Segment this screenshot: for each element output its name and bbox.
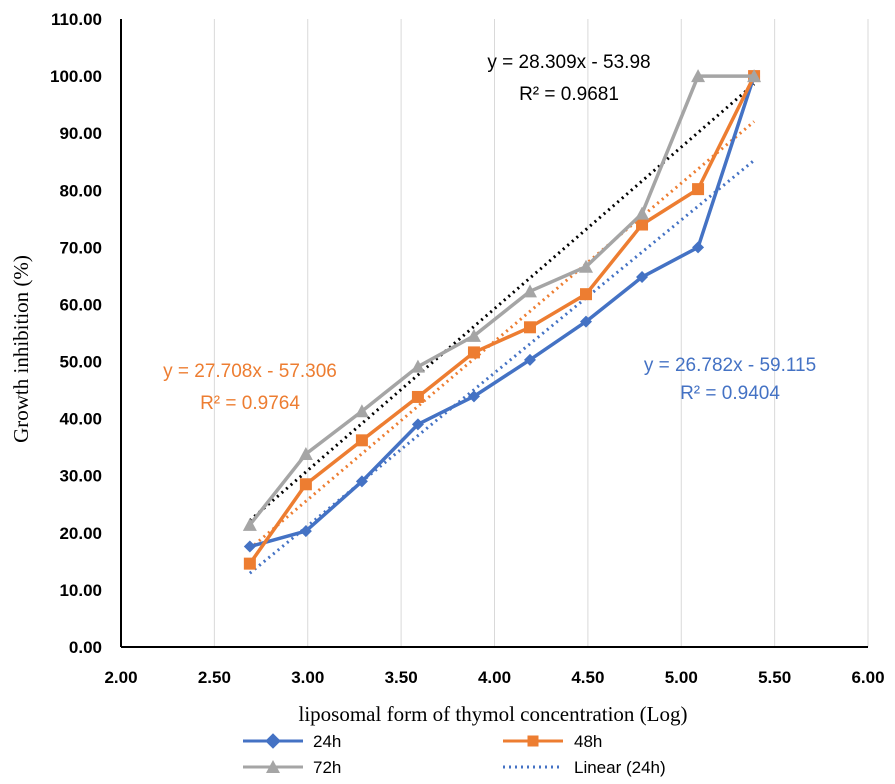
x-tick-label: 4.00	[478, 668, 511, 687]
data-point-72h	[354, 404, 369, 418]
data-point-72h	[691, 69, 706, 83]
data-point-48h	[467, 346, 480, 359]
y-tick-label: 90.00	[59, 124, 102, 143]
data-point-72h	[242, 517, 257, 531]
y-tick-label: 50.00	[59, 353, 102, 372]
x-tick-label: 5.00	[665, 668, 698, 687]
legend-label-linear-24h: Linear (24h)	[574, 758, 666, 777]
data-point-24h	[243, 540, 256, 553]
x-tick-label: 4.50	[571, 668, 604, 687]
data-point-24h	[355, 475, 368, 488]
series-lines	[242, 69, 762, 570]
y-tick-label: 30.00	[59, 467, 102, 486]
data-point-72h	[298, 447, 313, 461]
data-point-48h	[523, 321, 536, 334]
trendlines	[248, 82, 756, 575]
data-point-24h	[299, 525, 312, 538]
data-point-24h	[467, 390, 480, 403]
trendline-2	[248, 82, 756, 522]
series-line-72h	[248, 74, 755, 526]
data-point-48h	[411, 390, 424, 403]
legend-item-48h: 48h	[503, 732, 602, 751]
data-point-72h	[466, 328, 481, 342]
axes	[120, 19, 868, 648]
series-line-24h	[249, 75, 756, 549]
r2-orange: R² = 0.9764	[200, 393, 300, 414]
x-tick-label: 3.00	[291, 668, 324, 687]
trendline-1	[248, 120, 756, 550]
tick-labels: 0.00 10.00 20.00 30.00 40.00 50.00 60.00 70.00 8…	[50, 10, 885, 687]
x-tick-label: 6.00	[851, 668, 884, 687]
data-point-72h	[747, 69, 762, 83]
data-point-72h	[410, 359, 425, 373]
x-tick-label: 3.50	[385, 668, 418, 687]
y-tick-label: 70.00	[59, 238, 102, 257]
y-tick-label: 100.00	[50, 67, 102, 86]
data-point-48h	[580, 288, 593, 301]
data-point-48h	[692, 183, 705, 196]
x-tick-label: 2.50	[198, 668, 231, 687]
data-point-24h	[692, 241, 705, 254]
y-tick-label: 40.00	[59, 410, 102, 429]
x-axis-label: liposomal form of thymol concentration (…	[299, 702, 688, 726]
data-point-48h	[243, 557, 256, 570]
annotation-blue: y = 26.782x - 59.115 R² = 0.9404	[644, 355, 816, 404]
x-tick-label: 5.50	[758, 668, 791, 687]
legend-item-linear-24h: Linear (24h)	[503, 758, 666, 777]
legend-item-72h: 72h	[243, 758, 341, 777]
y-tick-label: 20.00	[59, 524, 102, 543]
annotation-black: y = 28.309x - 53.98 R² = 0.9681	[487, 52, 650, 105]
legend-label-72h: 72h	[313, 758, 341, 777]
y-axis-label: Growth inhibition (%)	[9, 255, 33, 443]
legend: 24h 48h 72h Linear (24h)	[243, 732, 666, 777]
r2-black: R² = 0.9681	[519, 84, 619, 105]
series-line-48h	[248, 75, 756, 565]
legend-marker-72h	[266, 760, 280, 773]
legend-item-24h: 24h	[243, 732, 341, 751]
y-tick-label: 110.00	[51, 10, 102, 29]
data-point-48h	[355, 434, 368, 447]
data-point-24h	[411, 418, 424, 431]
legend-marker-24h	[265, 733, 281, 749]
y-tick-label: 80.00	[59, 181, 102, 200]
legend-marker-48h	[527, 735, 539, 747]
r2-blue: R² = 0.9404	[680, 383, 780, 404]
equation-orange: y = 27.708x - 57.306	[163, 361, 337, 382]
x-tick-label: 2.00	[104, 668, 137, 687]
y-tick-label: 0.00	[69, 638, 102, 657]
data-point-24h	[523, 353, 536, 366]
data-point-72h	[579, 259, 594, 273]
data-point-72h	[522, 284, 537, 298]
annotation-orange: y = 27.708x - 57.306 R² = 0.9764	[163, 361, 337, 414]
equation-black: y = 28.309x - 53.98	[487, 52, 650, 73]
equation-blue: y = 26.782x - 59.115	[644, 355, 816, 376]
legend-label-24h: 24h	[313, 732, 341, 751]
data-point-72h	[635, 206, 650, 220]
y-tick-label: 60.00	[59, 295, 102, 314]
data-point-24h	[580, 315, 593, 328]
data-point-48h	[636, 218, 649, 231]
legend-label-48h: 48h	[574, 732, 602, 751]
data-point-48h	[299, 478, 312, 491]
data-point-24h	[636, 271, 649, 284]
grid	[213, 19, 869, 647]
y-tick-label: 10.00	[59, 581, 102, 600]
